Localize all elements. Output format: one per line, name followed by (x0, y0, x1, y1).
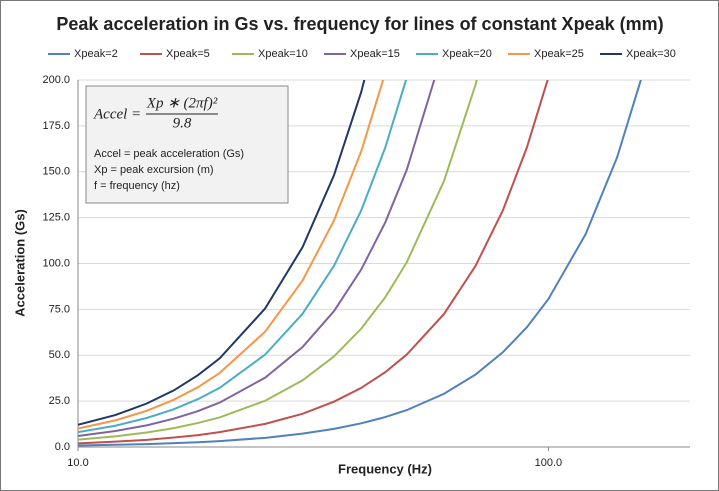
annotation-line: f = frequency (hz) (94, 180, 180, 192)
y-tick-label: 125.0 (42, 212, 70, 224)
y-tick-label: 100.0 (42, 257, 70, 269)
formula-numerator: Xp ∗ (2πf)² (146, 95, 218, 111)
series-line (78, 80, 408, 434)
legend-label: Xpeak=10 (258, 48, 308, 60)
y-tick-label: 25.0 (49, 395, 70, 407)
legend-label: Xpeak=2 (74, 48, 118, 60)
chart-title: Peak acceleration in Gs vs. frequency fo… (56, 14, 663, 34)
annotation-line: Accel = peak acceleration (Gs) (94, 148, 244, 160)
legend-label: Xpeak=5 (166, 48, 210, 60)
legend-label: Xpeak=25 (534, 48, 584, 60)
x-axis-label: Frequency (Hz) (338, 461, 432, 476)
legend-label: Xpeak=15 (350, 48, 400, 60)
y-axis-label: Acceleration (Gs) (12, 209, 27, 317)
y-tick-label: 0.0 (55, 441, 70, 453)
legend: Xpeak=2 Xpeak=5 Xpeak=10 Xpeak=15 Xpeak=20 Xp… (48, 48, 676, 60)
y-tick-label: 175.0 (42, 120, 70, 132)
annotation-line: Xp = peak excursion (m) (94, 164, 214, 176)
y-tick-label: 50.0 (49, 349, 70, 361)
series-line (78, 80, 366, 426)
series-line (78, 80, 642, 447)
x-tick-label: 10.0 (67, 457, 88, 469)
lines (78, 80, 642, 447)
y-tick-label: 75.0 (49, 303, 70, 315)
x-tick-label: 100.0 (535, 457, 563, 469)
legend-label: Xpeak=30 (626, 48, 676, 60)
series-line (78, 80, 385, 430)
y-tick-label: 200.0 (42, 74, 70, 86)
formula-denominator: 9.8 (173, 115, 192, 131)
series-line (78, 80, 549, 445)
series-line (78, 80, 436, 437)
annotation: Accel = Xp ∗ (2πf)² 9.8 Accel = peak acc… (85, 85, 289, 204)
legend-label: Xpeak=20 (442, 48, 492, 60)
formula-lhs: Accel = (93, 106, 141, 122)
y-tick-label: 150.0 (42, 166, 70, 178)
series-line (78, 80, 478, 441)
annotation-box (85, 85, 289, 204)
